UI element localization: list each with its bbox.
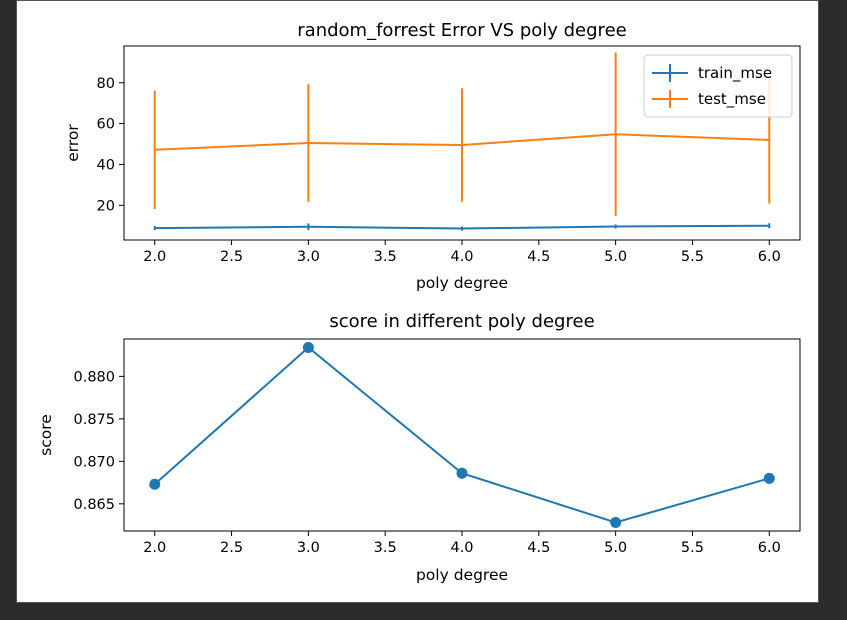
error-x-tick-label: 3.0 (297, 249, 320, 265)
error-x-tick-label: 6.0 (758, 249, 781, 265)
score-series-group (149, 341, 775, 529)
error-y-axis: 20 40 60 80 (97, 76, 124, 214)
score-x-tick-label: 3.5 (374, 540, 397, 556)
score-x-tick-label: 4.5 (527, 540, 550, 556)
legend: train_mse test_mse (643, 54, 793, 118)
score-x-tick-label: 5.0 (604, 540, 627, 556)
error-subplot: random_forrest Error VS poly degree 2.0 2… (64, 20, 801, 292)
error-x-axis: 2.0 2.5 3.0 3.5 4.0 4.5 5.0 5.5 6.0 (143, 240, 781, 265)
score-x-tick-label: 4.0 (450, 540, 473, 556)
score-y-tick-label: 0.870 (73, 454, 115, 470)
legend-label-train-mse: train_mse (698, 64, 772, 83)
score-y-axis: 0.865 0.870 0.875 0.880 (73, 369, 124, 513)
score-x-tick-label: 5.5 (681, 540, 704, 556)
score-point (763, 472, 775, 484)
legend-label-test-mse: test_mse (698, 90, 766, 109)
error-y-tick-label: 60 (97, 117, 115, 133)
legend-entry-train-mse: train_mse (652, 64, 772, 83)
error-x-tick-label: 5.5 (681, 249, 704, 265)
score-x-tick-label: 2.0 (143, 540, 166, 556)
error-x-tick-label: 3.5 (374, 249, 397, 265)
score-y-tick-label: 0.875 (73, 412, 115, 428)
error-x-tick-label: 4.0 (450, 249, 473, 265)
error-x-tick-label: 4.5 (527, 249, 550, 265)
error-y-tick-label: 20 (97, 198, 115, 214)
figure-canvas: random_forrest Error VS poly degree 2.0 2… (37, 20, 801, 584)
error-y-tick-label: 40 (97, 157, 115, 173)
legend-box (643, 54, 793, 118)
error-x-tick-label: 2.0 (143, 249, 166, 265)
error-y-axis-label: error (64, 124, 82, 162)
score-x-axis-label: poly degree (416, 566, 508, 584)
error-y-tick-label: 80 (97, 76, 115, 92)
error-x-axis-label: poly degree (416, 274, 508, 292)
score-y-tick-label: 0.865 (73, 497, 115, 513)
score-x-tick-label: 6.0 (758, 540, 781, 556)
score-point (456, 467, 468, 479)
error-chart-title: random_forrest Error VS poly degree (297, 20, 626, 41)
score-subplot: score in different poly degree 2.0 2.5 3.0… (37, 311, 801, 584)
score-point (610, 517, 622, 529)
score-y-tick-label: 0.880 (73, 369, 115, 385)
score-chart-title: score in different poly degree (329, 311, 594, 332)
score-plot-area (123, 338, 801, 532)
error-x-tick-label: 2.5 (220, 249, 243, 265)
error-x-tick-label: 5.0 (604, 249, 627, 265)
score-x-axis: 2.0 2.5 3.0 3.5 4.0 4.5 5.0 5.5 6.0 (143, 531, 781, 556)
legend-entry-test-mse: test_mse (652, 90, 766, 109)
score-x-tick-label: 2.5 (220, 540, 243, 556)
error-series-group (153, 52, 771, 231)
score-point (149, 478, 161, 490)
figure-window: random_forrest Error VS poly degree 2.0 2… (16, 0, 819, 603)
score-point (302, 341, 314, 353)
score-x-tick-label: 3.0 (297, 540, 320, 556)
score-y-axis-label: score (37, 414, 55, 456)
